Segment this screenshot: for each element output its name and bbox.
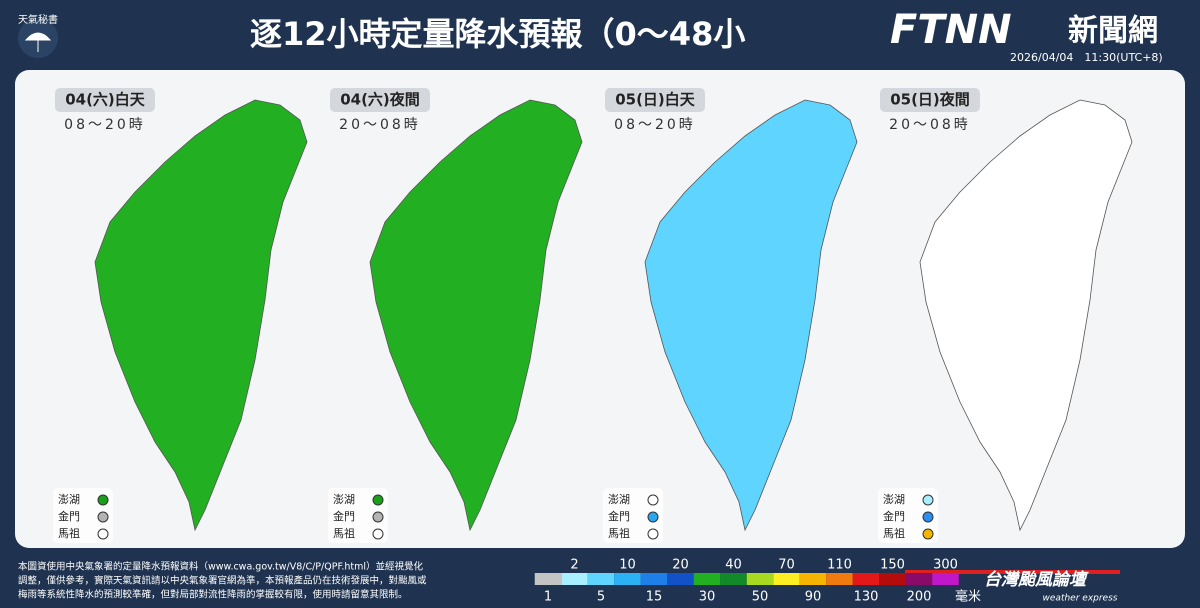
map-area	[15, 70, 1185, 548]
scale-label: 40	[725, 558, 742, 573]
brand-sub: weather express	[1043, 594, 1118, 604]
footnote: 本圖資使用中央氣象署的定量降水預報資料（www.cwa.gov.tw/V8/C/…	[18, 561, 424, 573]
logo-bg	[885, 8, 1195, 56]
island-name: 澎湖	[58, 493, 80, 506]
island-name: 馬祖	[58, 526, 80, 540]
scale-label: 200	[907, 590, 932, 605]
scale-swatch	[587, 573, 615, 585]
scale-label: 300	[933, 558, 958, 573]
panel-hours: 08～20時	[614, 117, 696, 133]
island-name: 金門	[333, 509, 355, 523]
island-dot	[97, 528, 109, 540]
logo-sub: 新聞網	[1068, 14, 1158, 49]
scale-label: 130	[854, 590, 879, 605]
scale-label: 110	[827, 558, 852, 573]
panel-hours: 20～08時	[339, 117, 421, 133]
footnote: 梅雨等系統性降水的預測較準確，但對局部對流性降雨的掌握較有限，使用時請留意其限制…	[18, 589, 408, 601]
scale-label: 2	[570, 558, 578, 573]
panel-label: 05(日)白天	[615, 91, 696, 109]
title: 逐12小時定量降水預報（0～48小	[250, 15, 745, 53]
panel-label: 04(六)夜間	[340, 91, 420, 109]
scale-swatch	[773, 573, 800, 585]
island-dot	[922, 494, 934, 506]
panel-label: 04(六)白天	[65, 91, 146, 109]
scale-label: 70	[778, 558, 795, 573]
island-name: 馬祖	[883, 526, 905, 540]
island-dot	[372, 511, 384, 523]
island-name: 馬祖	[608, 526, 630, 540]
logo: FTNN	[890, 7, 1012, 53]
island-name: 馬祖	[333, 526, 355, 540]
issued: 2026/04/04 11:30(UTC+8)	[1010, 51, 1163, 64]
island-dot	[647, 511, 659, 523]
label-box	[330, 88, 430, 112]
brand: 台灣颱風論壇	[984, 570, 1089, 590]
scale-label: 1	[544, 590, 552, 605]
scale-swatch	[720, 573, 747, 585]
scale-label: 150	[880, 558, 905, 573]
scale-swatch	[561, 573, 588, 585]
scale-label: 10	[619, 558, 636, 573]
scale-swatch	[667, 573, 694, 585]
island-dot	[922, 511, 934, 523]
scale-label: 30	[699, 590, 716, 605]
panel-hours: 20～08時	[889, 117, 971, 133]
scale-swatch	[640, 573, 668, 585]
scale-unit: 毫米	[955, 589, 981, 605]
label-box	[55, 88, 155, 112]
island-dot	[372, 494, 384, 506]
island-dot	[647, 494, 659, 506]
scale-swatch	[852, 573, 880, 585]
scale-swatch	[746, 573, 774, 585]
scale-swatch	[879, 573, 906, 585]
brand-line	[905, 570, 1120, 574]
island-name: 金門	[58, 509, 80, 523]
panel-label: 05(日)夜間	[890, 91, 970, 109]
island-name: 澎湖	[883, 493, 905, 506]
scale-label: 5	[597, 590, 605, 605]
island-name: 澎湖	[333, 493, 355, 506]
scale-swatch	[799, 573, 827, 585]
island-dot	[647, 528, 659, 540]
label-box	[605, 88, 705, 112]
island-name: 金門	[883, 509, 905, 523]
island-name: 澎湖	[608, 493, 630, 506]
island-dot	[97, 494, 109, 506]
umbrella	[24, 32, 52, 52]
scale-swatch	[826, 573, 853, 585]
island-dot	[922, 528, 934, 540]
badge: 天氣秘書	[18, 13, 58, 26]
scale-swatch	[905, 573, 933, 585]
scale-swatch	[534, 573, 562, 585]
scale-label: 20	[672, 558, 689, 573]
footnote: 調整，僅供參考，實際天氣資訊請以中央氣象署官網為準，本預報產品仍在技術發展中，對…	[18, 575, 427, 587]
panel-hours: 08～20時	[64, 117, 146, 133]
label-box	[880, 88, 980, 112]
island-name: 金門	[608, 509, 630, 523]
island-dot	[97, 511, 109, 523]
scale-label: 15	[646, 590, 663, 605]
island-dot	[372, 528, 384, 540]
scale-swatch	[614, 573, 641, 585]
scale-swatch	[932, 573, 959, 585]
scale-label: 90	[805, 590, 822, 605]
scale-swatch	[693, 573, 721, 585]
scale-label: 50	[752, 590, 769, 605]
